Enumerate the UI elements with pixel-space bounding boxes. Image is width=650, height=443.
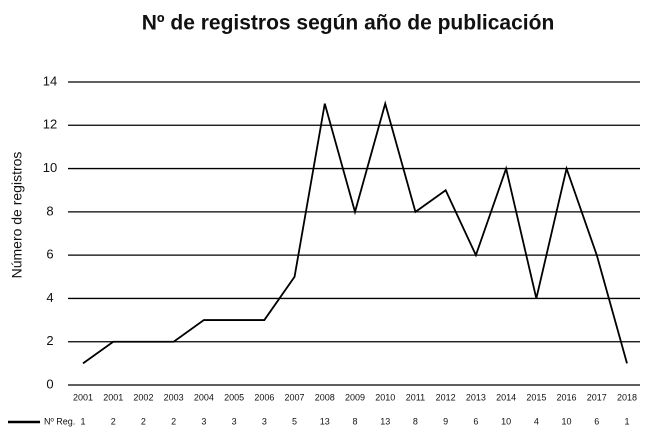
y-tick-label: 10 <box>43 160 57 175</box>
data-table-value: 1 <box>624 416 629 426</box>
x-tick-label: 2002 <box>133 392 153 402</box>
y-tick-label: 8 <box>46 203 53 218</box>
data-table-value: 2 <box>171 416 176 426</box>
x-tick-label: 2001 <box>73 392 93 402</box>
data-table-value: 4 <box>534 416 539 426</box>
y-tick-label: 6 <box>46 247 53 262</box>
x-tick-label: 2011 <box>406 392 425 402</box>
x-tick-label: 2017 <box>587 392 607 402</box>
x-tick-label: 2005 <box>224 392 244 402</box>
legend-label: Nº Reg. <box>44 416 75 426</box>
data-table-value: 9 <box>443 416 448 426</box>
x-tick-label: 2015 <box>526 392 546 402</box>
y-tick-label: 12 <box>43 117 57 132</box>
x-tick-label: 2006 <box>254 392 274 402</box>
x-tick-label: 2016 <box>557 392 577 402</box>
y-tick-label: 4 <box>46 290 53 305</box>
data-table-value: 3 <box>262 416 267 426</box>
line-series <box>82 100 628 365</box>
x-tick-label: 2008 <box>315 392 335 402</box>
data-table-value: 2 <box>141 416 146 426</box>
x-tick-label: 2018 <box>617 392 637 402</box>
x-tick-label: 2010 <box>375 392 395 402</box>
x-tick-label: 2014 <box>496 392 516 402</box>
data-table-value: 8 <box>413 416 418 426</box>
x-tick-label: 2007 <box>285 392 305 402</box>
x-tick-label: 2001 <box>103 392 123 402</box>
data-table-value: 5 <box>292 416 297 426</box>
data-table-value: 8 <box>352 416 357 426</box>
data-table-value: 3 <box>232 416 237 426</box>
y-tick-label: 2 <box>46 333 53 348</box>
x-tick-label: 2003 <box>164 392 184 402</box>
data-table-value: 1 <box>80 416 85 426</box>
y-tick-label: 0 <box>46 376 53 391</box>
y-axis-label: Número de registros <box>9 152 25 279</box>
data-table-value: 10 <box>501 416 511 426</box>
y-tick-label: 14 <box>43 73 57 88</box>
data-table-value: 13 <box>380 416 390 426</box>
chart-title: Nº de registros según año de publicación <box>142 12 555 35</box>
x-tick-label: 2013 <box>466 392 486 402</box>
data-table-value: 2 <box>111 416 116 426</box>
data-table-value: 13 <box>320 416 330 426</box>
x-tick-label: 2004 <box>194 392 214 402</box>
data-table-value: 6 <box>473 416 478 426</box>
data-table-value: 3 <box>201 416 206 426</box>
data-table-value: 6 <box>594 416 599 426</box>
data-table-value: 10 <box>562 416 572 426</box>
x-tick-label: 2012 <box>436 392 456 402</box>
x-tick-label: 2009 <box>345 392 365 402</box>
